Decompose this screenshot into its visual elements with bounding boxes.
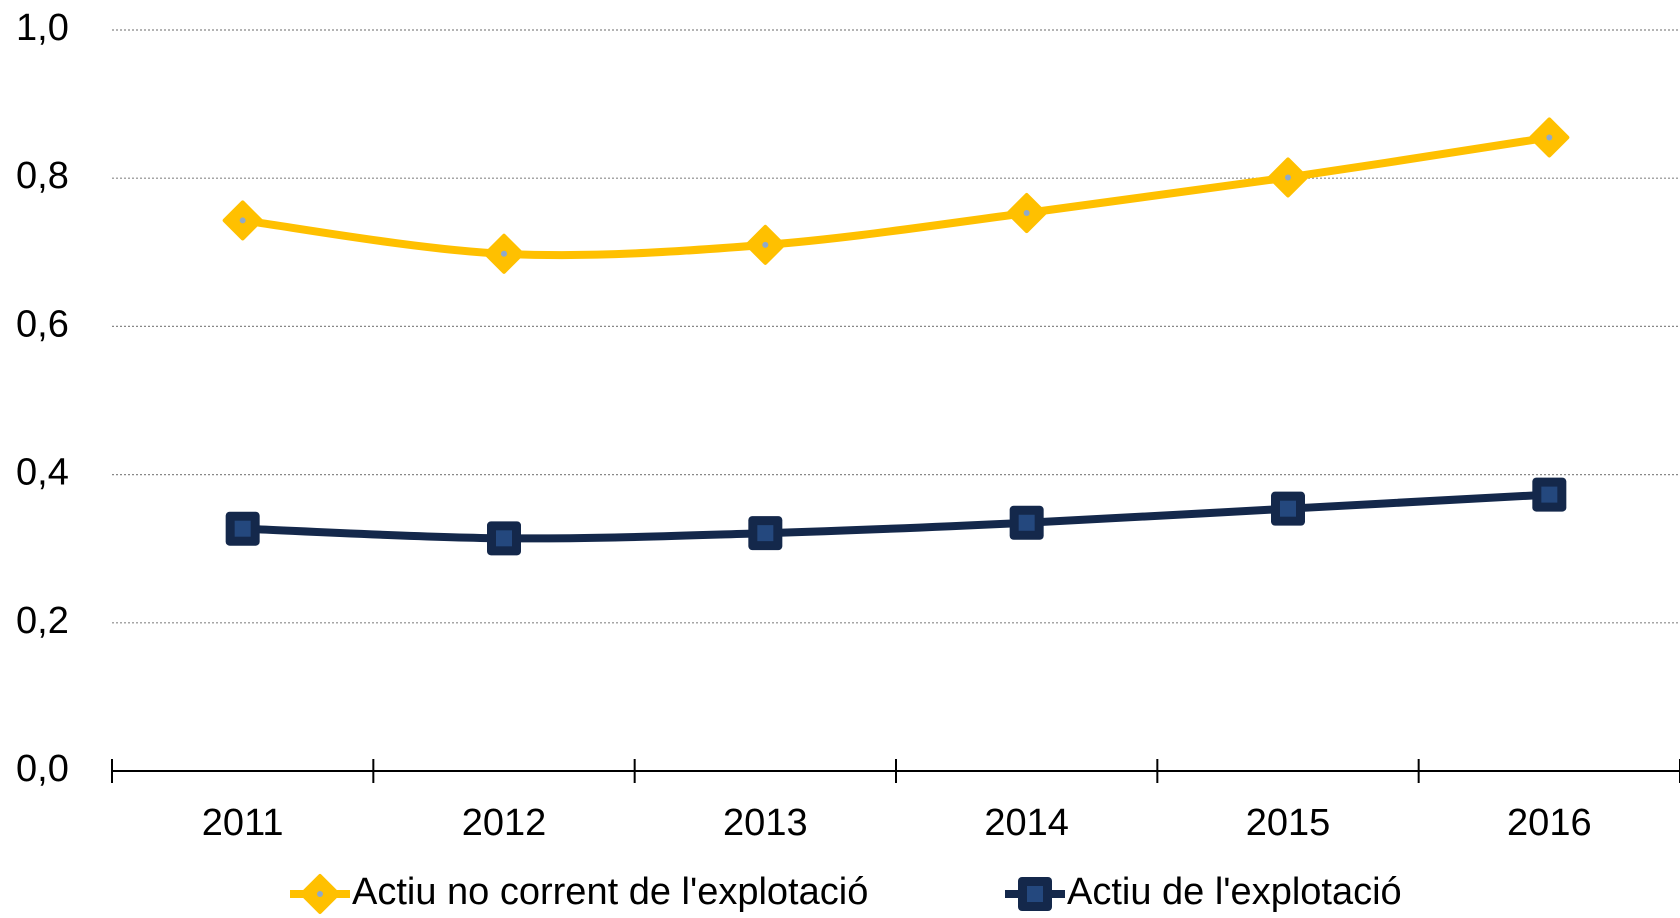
legend-label: Actiu no corrent de l'explotació (352, 871, 868, 913)
x-tick-label: 2012 (462, 802, 547, 844)
series-line (242, 490, 1550, 543)
marker-dot (239, 217, 246, 224)
y-tick-label: 0,2 (16, 600, 69, 642)
marker-dot (1027, 886, 1043, 902)
y-tick-label: 0,6 (16, 303, 69, 345)
marker-dot (762, 241, 769, 248)
x-tick-label: 2011 (202, 802, 284, 844)
marker-dot (1023, 210, 1030, 217)
y-tick-label: 0,0 (16, 748, 69, 790)
x-tick-label: 2016 (1507, 802, 1592, 844)
marker-dot (501, 250, 507, 257)
x-tick-label: 2014 (984, 802, 1069, 844)
y-tick-label: 0,4 (16, 452, 69, 494)
marker-dot (1541, 486, 1558, 503)
x-tick-label: 2015 (1246, 802, 1331, 844)
marker-dot (234, 520, 251, 537)
marker-dot (1285, 174, 1291, 181)
series-line (242, 133, 1550, 260)
x-tick-label: 2013 (723, 802, 808, 844)
marker-dot (496, 530, 512, 547)
marker-dot (1018, 514, 1035, 531)
y-tick-label: 1,0 (16, 7, 69, 49)
legend-label: Actiu de l'explotació (1067, 871, 1402, 913)
y-tick-label: 0,8 (16, 155, 69, 197)
marker-dot (757, 525, 774, 542)
marker-dot (1546, 134, 1553, 141)
marker-dot (317, 891, 323, 897)
marker-dot (1280, 500, 1296, 517)
